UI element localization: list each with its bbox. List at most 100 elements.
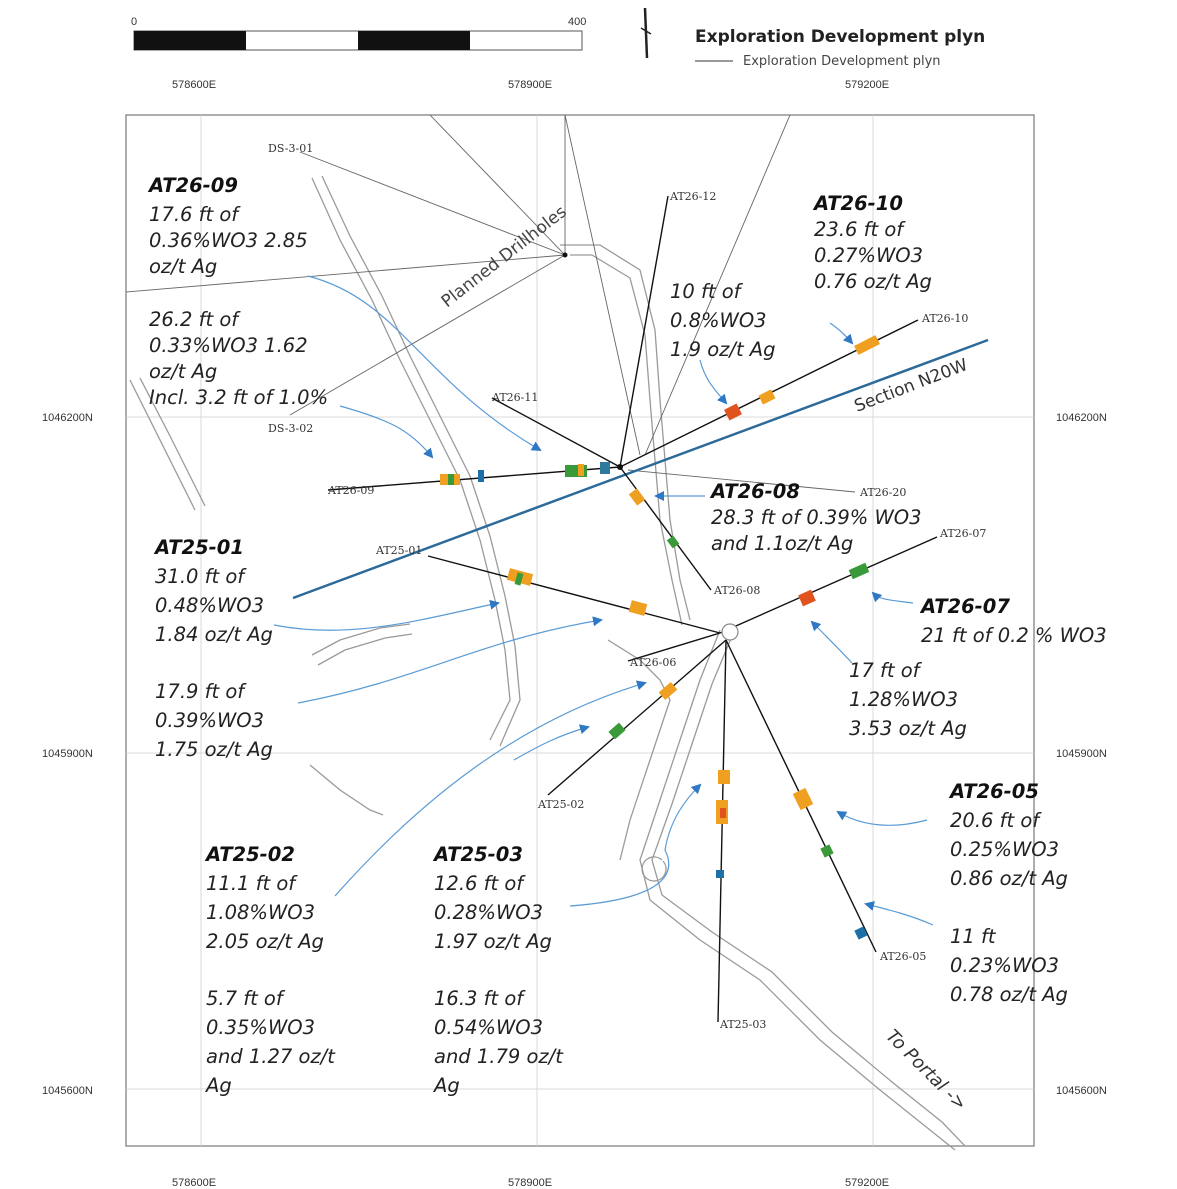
hole-label-at2608: AT26-08	[713, 584, 760, 597]
annotation-title: AT25-01	[153, 536, 244, 559]
coord-x-top-1: 578600E	[172, 79, 216, 91]
annotation-line: 1.08%WO3	[206, 901, 315, 924]
annotation-line: 12.6 ft of	[434, 872, 526, 895]
annotation-line: Ag	[204, 1074, 232, 1097]
coord-x-top-3: 579200E	[845, 79, 889, 91]
hole-label-at2605: AT26-05	[879, 950, 926, 963]
hole-label-at2501: AT25-01	[375, 544, 422, 557]
annotation-line: 1.97 oz/t Ag	[434, 930, 552, 953]
leader-arrows	[273, 275, 934, 926]
hole-label-at2503: AT25-03	[719, 1018, 766, 1031]
annotation-line: 0.8%WO3	[670, 309, 767, 332]
annotation-at2610: AT26-10 23.6 ft of 0.27%WO3 0.76 oz/t Ag	[812, 192, 932, 293]
annotation-line: 0.78 oz/t Ag	[950, 983, 1068, 1006]
annotation-line: 10 ft of	[670, 280, 744, 303]
annotation-line: and 1.27 oz/t	[206, 1045, 336, 1068]
coord-x-bottom-2: 578900E	[508, 1177, 552, 1189]
annotation-line: 3.53 oz/t Ag	[849, 717, 967, 740]
annotation-line: 0.39%WO3	[155, 709, 264, 732]
hole-label-ds301: DS-3-01	[268, 142, 313, 155]
annotation-line: 21 ft of 0.2 % WO3	[921, 624, 1107, 647]
collar-marker-2	[721, 623, 739, 641]
section-label: Section N20W	[852, 355, 971, 417]
workings	[129, 175, 966, 1151]
legend-title: Exploration Development plyn	[695, 27, 985, 47]
planned-drillholes	[125, 114, 856, 493]
hole-label-at2611: AT26-11	[491, 391, 538, 404]
annotation-title: AT26-08	[709, 480, 800, 503]
annotation-line: 17.9 ft of	[155, 680, 247, 703]
coord-x-bottom-1: 578600E	[172, 1177, 216, 1189]
hole-label-at2607: AT26-07	[939, 527, 986, 540]
annotation-at2612: 10 ft of 0.8%WO3 1.9 oz/t Ag	[670, 280, 776, 361]
hole-label-at2609: AT26-09	[327, 484, 374, 497]
annotation-title: AT26-09	[147, 174, 238, 197]
annotation-line: 23.6 ft of	[814, 218, 906, 241]
north-arrow-icon	[640, 7, 652, 59]
map-frame	[125, 114, 1035, 1147]
annotation-line: 1.75 oz/t Ag	[155, 738, 273, 761]
annotation-at2607: AT26-07 21 ft of 0.2 % WO3	[919, 595, 1107, 647]
annotation-title: AT26-07	[919, 595, 1010, 618]
coord-y-left-3: 1045600N	[42, 1085, 93, 1097]
annotation-line: 1.28%WO3	[849, 688, 958, 711]
annotation-line: 17.6 ft of	[149, 203, 241, 226]
planned-collar-marker	[562, 252, 568, 258]
annotation-line: 0.25%WO3	[950, 838, 1059, 861]
annotation-at2501: AT25-01 31.0 ft of 0.48%WO3 1.84 oz/t Ag	[153, 536, 273, 646]
annotation-line: 26.2 ft of	[149, 308, 241, 331]
annotation-at2609-b: 26.2 ft of 0.33%WO3 1.62 oz/t Ag Incl. 3…	[149, 308, 328, 409]
annotation-at2609: AT26-09 17.6 ft of 0.36%WO3 2.85 oz/t Ag	[147, 174, 308, 278]
coord-x-top-2: 578900E	[508, 79, 552, 91]
annotation-line: 28.3 ft of 0.39% WO3	[711, 506, 922, 529]
annotation-line: 0.33%WO3 1.62	[149, 334, 308, 357]
annotation-title: AT25-02	[204, 843, 295, 866]
annotation-line: oz/t Ag	[149, 360, 217, 383]
hole-label-at2502: AT25-02	[537, 798, 584, 811]
hole-label-ds302: DS-3-02	[268, 422, 313, 435]
hole-label-at2610: AT26-10	[921, 312, 968, 325]
annotation-at2608: AT26-08 28.3 ft of 0.39% WO3 and 1.1oz/t…	[709, 480, 922, 555]
hole-label-at2606: AT26-06	[629, 656, 676, 669]
annotation-at2502: AT25-02 11.1 ft of 1.08%WO3 2.05 oz/t Ag…	[204, 843, 336, 1097]
annotation-at2605-b: 11 ft 0.23%WO3 0.78 oz/t Ag	[950, 925, 1068, 1006]
annotation-line: 17 ft of	[849, 659, 923, 682]
annotation-line: Ag	[432, 1074, 460, 1097]
annotation-title: AT25-03	[432, 843, 523, 866]
annotation-line: 0.23%WO3	[950, 954, 1059, 977]
legend-item-label: Exploration Development plyn	[743, 54, 941, 69]
coord-x-bottom-3: 579200E	[845, 1177, 889, 1189]
annotation-line: 0.28%WO3	[434, 901, 543, 924]
annotation-line: 1.84 oz/t Ag	[155, 623, 273, 646]
coord-y-right-2: 1045900N	[1056, 748, 1107, 760]
coord-y-right-1: 1046200N	[1056, 412, 1107, 424]
annotation-line: 1.9 oz/t Ag	[670, 338, 776, 361]
annotation-line: 0.36%WO3 2.85	[149, 229, 308, 252]
annotation-line: 0.76 oz/t Ag	[814, 270, 932, 293]
annotation-line: and 1.1oz/t Ag	[711, 532, 853, 555]
annotation-line: 11 ft	[950, 925, 997, 948]
annotation-line: 31.0 ft of	[155, 565, 247, 588]
map-grid	[126, 115, 1034, 1146]
coord-y-right-3: 1045600N	[1056, 1085, 1107, 1097]
annotation-at2503: AT25-03 12.6 ft of 0.28%WO3 1.97 oz/t Ag…	[432, 843, 564, 1097]
annotation-line: 16.3 ft of	[434, 987, 526, 1010]
annotation-line: 0.27%WO3	[814, 244, 923, 267]
assay-intervals	[440, 335, 880, 940]
section-line	[292, 338, 989, 600]
annotation-line: 0.35%WO3	[206, 1016, 315, 1039]
planned-drillholes-label: Planned Drillholes	[438, 202, 571, 312]
annotation-line: 0.54%WO3	[434, 1016, 543, 1039]
annotation-line: Incl. 3.2 ft of 1.0%	[149, 386, 328, 409]
annotation-line: 0.48%WO3	[155, 594, 264, 617]
annotation-title: AT26-05	[948, 780, 1039, 803]
annotation-line: 2.05 oz/t Ag	[206, 930, 324, 953]
annotation-line: oz/t Ag	[149, 255, 217, 278]
annotation-line: 20.6 ft of	[950, 809, 1042, 832]
legend: Exploration Development plyn Exploration…	[695, 27, 985, 69]
annotation-line: 0.86 oz/t Ag	[950, 867, 1068, 890]
coord-y-left-1: 1046200N	[42, 412, 93, 424]
coord-y-left-2: 1045900N	[42, 748, 93, 760]
hole-label-at2620: AT26-20	[859, 486, 906, 499]
